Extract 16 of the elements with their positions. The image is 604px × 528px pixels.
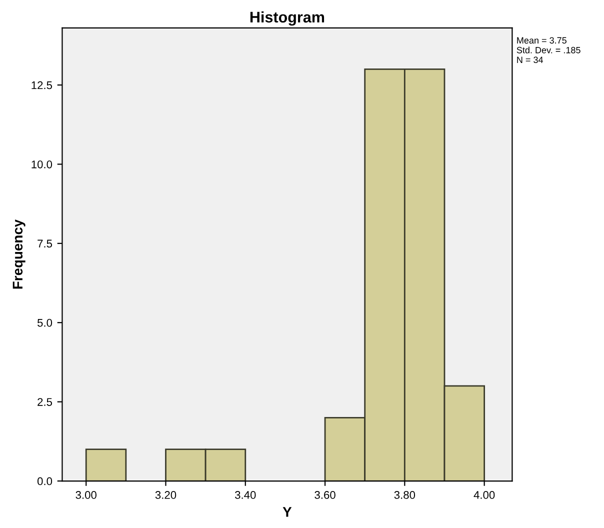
y-tick-label: 0.0 — [37, 477, 52, 486]
x-axis-title: Y — [282, 507, 292, 517]
x-tick-label: 3.20 — [155, 491, 176, 499]
y-tick-label: 2.5 — [38, 398, 52, 406]
y-axis-title: Frequency — [12, 219, 26, 289]
x-tick-label: 3.60 — [314, 491, 336, 499]
y-tick-label: 10.0 — [32, 160, 52, 168]
y-tick-label: 5.0 — [37, 318, 52, 327]
y-tick-label: 12.5 — [32, 81, 52, 90]
x-tick-label: 4.00 — [474, 491, 495, 499]
text: Mean = 3.75 Std. Dev. = .185 N = 34 — [516, 37, 580, 64]
y-tick-label: 7.5 — [38, 240, 52, 248]
x-tick-label: 3.80 — [394, 491, 416, 499]
x-tick-label: 3.40 — [235, 491, 256, 499]
x-tick-label: 3.00 — [76, 491, 96, 499]
chart-title: Histogram — [250, 11, 324, 26]
